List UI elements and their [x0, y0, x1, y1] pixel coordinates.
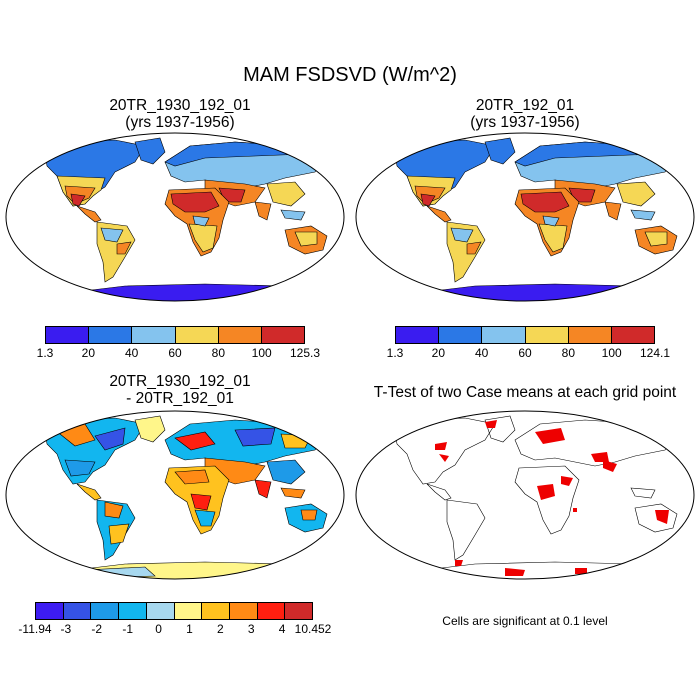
map-panel4 — [355, 410, 695, 580]
colorbar-panel2-labels: 1.3 20 40 60 80 100 124.1 — [387, 346, 670, 362]
colorbar-tick-label: -1 — [122, 622, 133, 636]
colorbar-tick-label: 40 — [474, 346, 489, 360]
map-panel4-border — [355, 410, 695, 580]
colorbar-diff — [35, 602, 313, 620]
colorbar-tick-label: 1.3 — [36, 346, 54, 360]
colorbar-panel2 — [395, 326, 655, 344]
significant-cell — [603, 460, 617, 472]
colorbar-swatch — [91, 603, 120, 619]
panel3-title-line1: 20TR_1930_192_01 — [109, 373, 251, 390]
colorbar-tick-label: 125.3 — [289, 346, 321, 360]
colorbar-swatch — [285, 603, 313, 619]
colorbar-swatch — [525, 327, 569, 343]
colorbar-tick-label: -3 — [60, 622, 72, 636]
colorbar-tick-label: -2 — [91, 622, 103, 636]
panel2-title-line2: (yrs 1937-1956) — [470, 114, 580, 131]
colorbar-tick-label: 40 — [124, 346, 139, 360]
significant-cell — [435, 442, 447, 450]
panel2-title: 20TR_192_01 (yrs 1937-1956) — [375, 97, 675, 131]
colorbar-swatch — [218, 327, 262, 343]
significant-cell — [439, 454, 449, 462]
colorbar-tick-label: 4 — [278, 622, 286, 636]
colorbar-swatch — [89, 327, 133, 343]
significant-cells — [435, 420, 669, 576]
colorbar-swatch — [132, 327, 176, 343]
colorbar-tick-label: 80 — [211, 346, 226, 360]
colorbar-tick-label: 1.3 — [386, 346, 404, 360]
significant-cell — [561, 476, 573, 486]
colorbar-tick-label: 0 — [155, 622, 162, 636]
significant-cell — [575, 568, 587, 574]
map-panel2 — [355, 132, 695, 302]
colorbar-swatch — [146, 603, 175, 619]
colorbar-panel1-labels: 1.3 20 40 60 80 100 125.3 — [37, 346, 320, 362]
map-panel3-border — [5, 410, 345, 580]
colorbar-diff-labels: -11.94 -3 -2 -1 0 1 2 3 4 10.452 — [18, 622, 331, 638]
colorbar-tick-label: 80 — [561, 346, 576, 360]
colorbar-swatch — [175, 327, 219, 343]
colorbar-tick-label: 3 — [247, 622, 255, 636]
colorbar-swatch — [257, 603, 286, 619]
panel4-title-line1: T-Test of two Case means at each grid po… — [373, 384, 677, 401]
significant-cell — [573, 508, 577, 512]
colorbar-swatch — [202, 603, 230, 619]
colorbar-panel1 — [45, 326, 305, 344]
significance-note: Cells are significant at 0.1 level — [442, 614, 608, 628]
colorbar-tick-label: 100 — [251, 346, 272, 360]
panel3-title-line2: - 20TR_192_01 — [126, 390, 234, 407]
colorbar-swatch — [568, 327, 612, 343]
map-panel3 — [5, 410, 345, 580]
significant-cell — [591, 452, 609, 462]
significant-cell — [505, 568, 525, 576]
colorbar-swatch — [36, 603, 64, 619]
colorbar-swatch — [63, 603, 92, 619]
panel2-title-line1: 20TR_192_01 — [475, 97, 575, 114]
colorbar-swatch — [261, 327, 305, 343]
significant-cell — [455, 560, 463, 566]
colorbar-tick-label: -11.94 — [18, 622, 52, 636]
colorbar-swatch — [439, 327, 483, 343]
significant-cell — [537, 484, 555, 500]
significant-cell — [655, 510, 669, 524]
colorbar-tick-label: 20 — [81, 346, 96, 360]
colorbar-swatch — [482, 327, 526, 343]
colorbar-swatch — [46, 327, 90, 343]
panel1-title-line1: 20TR_1930_192_01 — [109, 97, 251, 114]
panel1-title-line2: (yrs 1937-1956) — [125, 114, 235, 131]
colorbar-swatch — [174, 603, 203, 619]
colorbar-swatch — [396, 327, 440, 343]
panel4-title: T-Test of two Case means at each grid po… — [355, 384, 695, 401]
main-title: MAM FSDSVD (W/m^2) — [243, 64, 457, 86]
significant-cell — [535, 428, 565, 444]
significant-cell — [485, 420, 497, 428]
map-panel2-border — [355, 132, 695, 302]
colorbar-swatch — [611, 327, 655, 343]
colorbar-tick-label: 60 — [168, 346, 182, 360]
colorbar-tick-label: 124.1 — [639, 346, 671, 360]
map-panel1 — [5, 132, 345, 302]
colorbar-swatch — [119, 603, 147, 619]
panel3-title: 20TR_1930_192_01 - 20TR_192_01 — [30, 373, 330, 407]
colorbar-tick-label: 100 — [601, 346, 622, 360]
colorbar-swatch — [229, 603, 258, 619]
panel1-title: 20TR_1930_192_01 (yrs 1937-1956) — [30, 97, 330, 131]
map-panel1-border — [5, 132, 345, 302]
map-panel4-background — [356, 411, 694, 579]
colorbar-tick-label: 20 — [431, 346, 446, 360]
colorbar-tick-label: 2 — [216, 622, 224, 636]
colorbar-tick-label: 1 — [186, 622, 193, 636]
colorbar-tick-label: 60 — [518, 346, 532, 360]
colorbar-tick-label: 10.452 — [294, 622, 332, 636]
map-panel1-land — [44, 137, 328, 301]
